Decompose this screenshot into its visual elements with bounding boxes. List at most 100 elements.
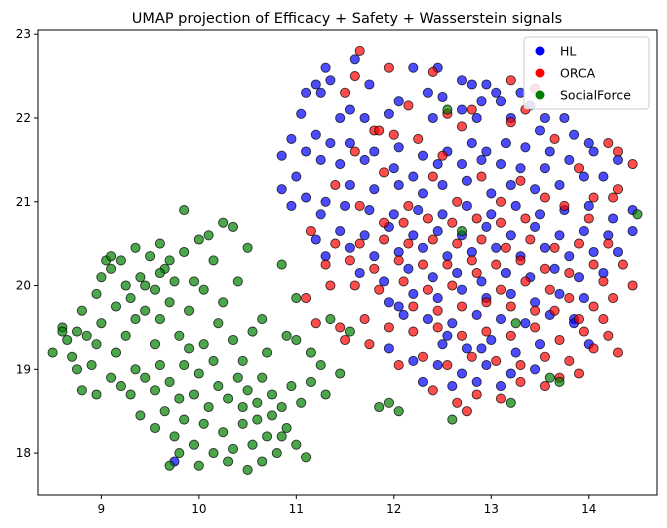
point-socialforce-76 xyxy=(179,414,190,425)
point-hl-96 xyxy=(554,230,565,241)
point-hl-149 xyxy=(437,339,448,350)
point-socialforce-55 xyxy=(179,360,190,371)
point-socialforce-35 xyxy=(227,221,239,232)
chart-title: UMAP projection of Efficacy + Safety + W… xyxy=(132,11,562,27)
point-socialforce-65 xyxy=(257,372,268,383)
point-hl-9 xyxy=(481,79,492,90)
point-orca-83 xyxy=(530,322,541,333)
point-orca-38 xyxy=(564,293,575,304)
point-hl-30 xyxy=(559,112,570,124)
point-socialforce-120 xyxy=(510,318,521,329)
point-socialforce-121 xyxy=(632,209,643,220)
point-socialforce-131 xyxy=(154,267,165,279)
point-hl-7 xyxy=(456,75,468,86)
point-socialforce-101 xyxy=(262,347,273,358)
point-hl-74 xyxy=(369,184,380,195)
point-hl-110 xyxy=(564,251,575,262)
point-socialforce-59 xyxy=(213,381,224,392)
point-hl-153 xyxy=(534,339,546,350)
point-hl-41 xyxy=(393,142,404,153)
point-socialforce-50 xyxy=(140,372,151,383)
point-hl-113 xyxy=(491,242,502,253)
point-orca-125 xyxy=(447,217,458,228)
point-socialforce-44 xyxy=(76,385,87,396)
point-hl-71 xyxy=(437,179,448,191)
point-orca-78 xyxy=(408,326,419,337)
point-orca-1 xyxy=(349,71,360,82)
point-socialforce-63 xyxy=(242,385,253,396)
point-orca-12 xyxy=(573,163,585,174)
point-hl-23 xyxy=(301,87,312,98)
point-hl-114 xyxy=(466,246,477,258)
point-orca-85 xyxy=(578,326,589,337)
point-socialforce-115 xyxy=(505,397,516,408)
point-socialforce-40 xyxy=(154,238,165,249)
y-tick-label: 20 xyxy=(16,279,31,293)
point-hl-160 xyxy=(530,364,541,375)
point-socialforce-124 xyxy=(120,330,131,341)
point-hl-14 xyxy=(437,91,448,103)
point-hl-45 xyxy=(310,129,321,140)
x-tick-label: 9 xyxy=(98,502,106,516)
point-hl-88 xyxy=(510,200,521,211)
point-socialforce-33 xyxy=(208,255,219,266)
point-socialforce-43 xyxy=(71,364,83,375)
point-socialforce-26 xyxy=(174,330,185,341)
point-socialforce-94 xyxy=(174,448,185,459)
point-orca-89 xyxy=(564,355,575,366)
point-orca-14 xyxy=(612,146,624,157)
point-hl-53 xyxy=(388,163,399,174)
point-orca-119 xyxy=(432,305,443,316)
point-hl-80 xyxy=(315,209,326,220)
point-hl-117 xyxy=(393,246,404,258)
point-socialforce-22 xyxy=(154,314,165,325)
point-hl-83 xyxy=(388,209,399,220)
point-hl-162 xyxy=(417,376,429,387)
point-socialforce-54 xyxy=(174,393,185,404)
point-hl-66 xyxy=(554,179,565,191)
point-socialforce-49 xyxy=(130,364,141,375)
point-orca-21 xyxy=(495,196,507,207)
point-hl-81 xyxy=(340,200,351,211)
point-socialforce-5 xyxy=(76,305,87,316)
point-orca-108 xyxy=(310,318,321,329)
point-orca-65 xyxy=(525,234,536,245)
point-socialforce-83 xyxy=(247,439,258,450)
point-socialforce-45 xyxy=(91,389,102,400)
point-hl-94 xyxy=(603,230,614,241)
point-socialforce-37 xyxy=(232,276,243,287)
point-orca-88 xyxy=(588,343,599,354)
point-socialforce-3 xyxy=(67,351,78,362)
point-hl-63 xyxy=(612,154,624,165)
point-orca-101 xyxy=(461,406,472,417)
point-orca-72 xyxy=(354,238,365,249)
point-hl-118 xyxy=(369,251,380,262)
point-socialforce-114 xyxy=(447,414,458,425)
point-orca-4 xyxy=(505,75,516,86)
point-hl-54 xyxy=(408,171,419,182)
point-orca-81 xyxy=(481,326,492,337)
point-hl-129 xyxy=(403,263,414,274)
point-socialforce-123 xyxy=(110,347,122,358)
point-socialforce-0 xyxy=(47,347,58,358)
point-hl-89 xyxy=(534,209,546,220)
point-socialforce-82 xyxy=(237,418,248,429)
point-orca-111 xyxy=(403,100,414,111)
legend-label-orca: ORCA xyxy=(560,66,596,81)
point-orca-92 xyxy=(491,355,502,366)
point-orca-75 xyxy=(335,322,346,333)
point-socialforce-2 xyxy=(62,334,73,346)
point-socialforce-29 xyxy=(188,276,200,287)
point-socialforce-4 xyxy=(71,326,83,337)
point-hl-97 xyxy=(530,221,541,232)
point-hl-99 xyxy=(481,221,492,232)
point-hl-26 xyxy=(344,104,355,115)
point-hl-1 xyxy=(320,62,331,73)
point-hl-127 xyxy=(452,267,463,279)
point-socialforce-84 xyxy=(257,456,268,467)
point-hl-2 xyxy=(364,79,375,90)
point-hl-38 xyxy=(466,138,477,149)
point-hl-56 xyxy=(456,159,468,170)
point-socialforce-109 xyxy=(276,259,287,270)
point-orca-45 xyxy=(398,276,409,287)
